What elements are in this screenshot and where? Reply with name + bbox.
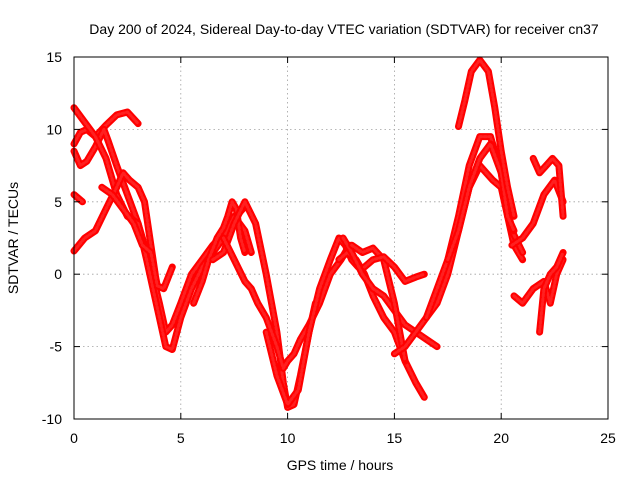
series-pass-5-core bbox=[72, 193, 84, 204]
x-tick-label: 10 bbox=[280, 430, 296, 446]
y-tick-label: 10 bbox=[46, 121, 62, 137]
y-tick-label: 5 bbox=[54, 194, 62, 210]
series-pass-19-core bbox=[510, 178, 565, 247]
x-tick-label: 25 bbox=[600, 430, 616, 446]
y-axis-label: SDTVAR / TECUs bbox=[5, 182, 21, 294]
series-pass-22-core bbox=[538, 251, 565, 334]
series-pass-13-core bbox=[350, 243, 407, 363]
y-tick-label: 0 bbox=[54, 266, 62, 282]
series-pass-14-core bbox=[363, 255, 426, 283]
series-pass-17-core bbox=[446, 142, 516, 262]
plot-frame bbox=[73, 56, 609, 420]
y-tick-label: 15 bbox=[46, 49, 62, 65]
y-tick-label: -5 bbox=[50, 339, 63, 355]
x-tick-label: 20 bbox=[493, 430, 509, 446]
y-tick-label: -10 bbox=[42, 411, 62, 427]
x-tick-label: 0 bbox=[70, 430, 78, 446]
x-axis-label: GPS time / hours bbox=[287, 457, 394, 473]
series-pass-12-core bbox=[341, 236, 439, 349]
series-pass-7-core bbox=[192, 200, 247, 305]
chart-title: Day 200 of 2024, Sidereal Day-to-day VTE… bbox=[89, 21, 599, 37]
series-pass-20-core bbox=[531, 156, 565, 218]
series-pass-4-core bbox=[72, 171, 157, 276]
axis-ticks: 0 5 10 15 20 25 -10 -5 0 5 10 15 bbox=[42, 49, 616, 446]
x-tick-label: 15 bbox=[387, 430, 403, 446]
series-pass-9-core bbox=[222, 236, 351, 370]
x-tick-label: 5 bbox=[177, 430, 185, 446]
series-pass-18-core bbox=[457, 58, 516, 218]
plot-area bbox=[70, 56, 567, 411]
series-pass-6-core bbox=[100, 185, 174, 291]
